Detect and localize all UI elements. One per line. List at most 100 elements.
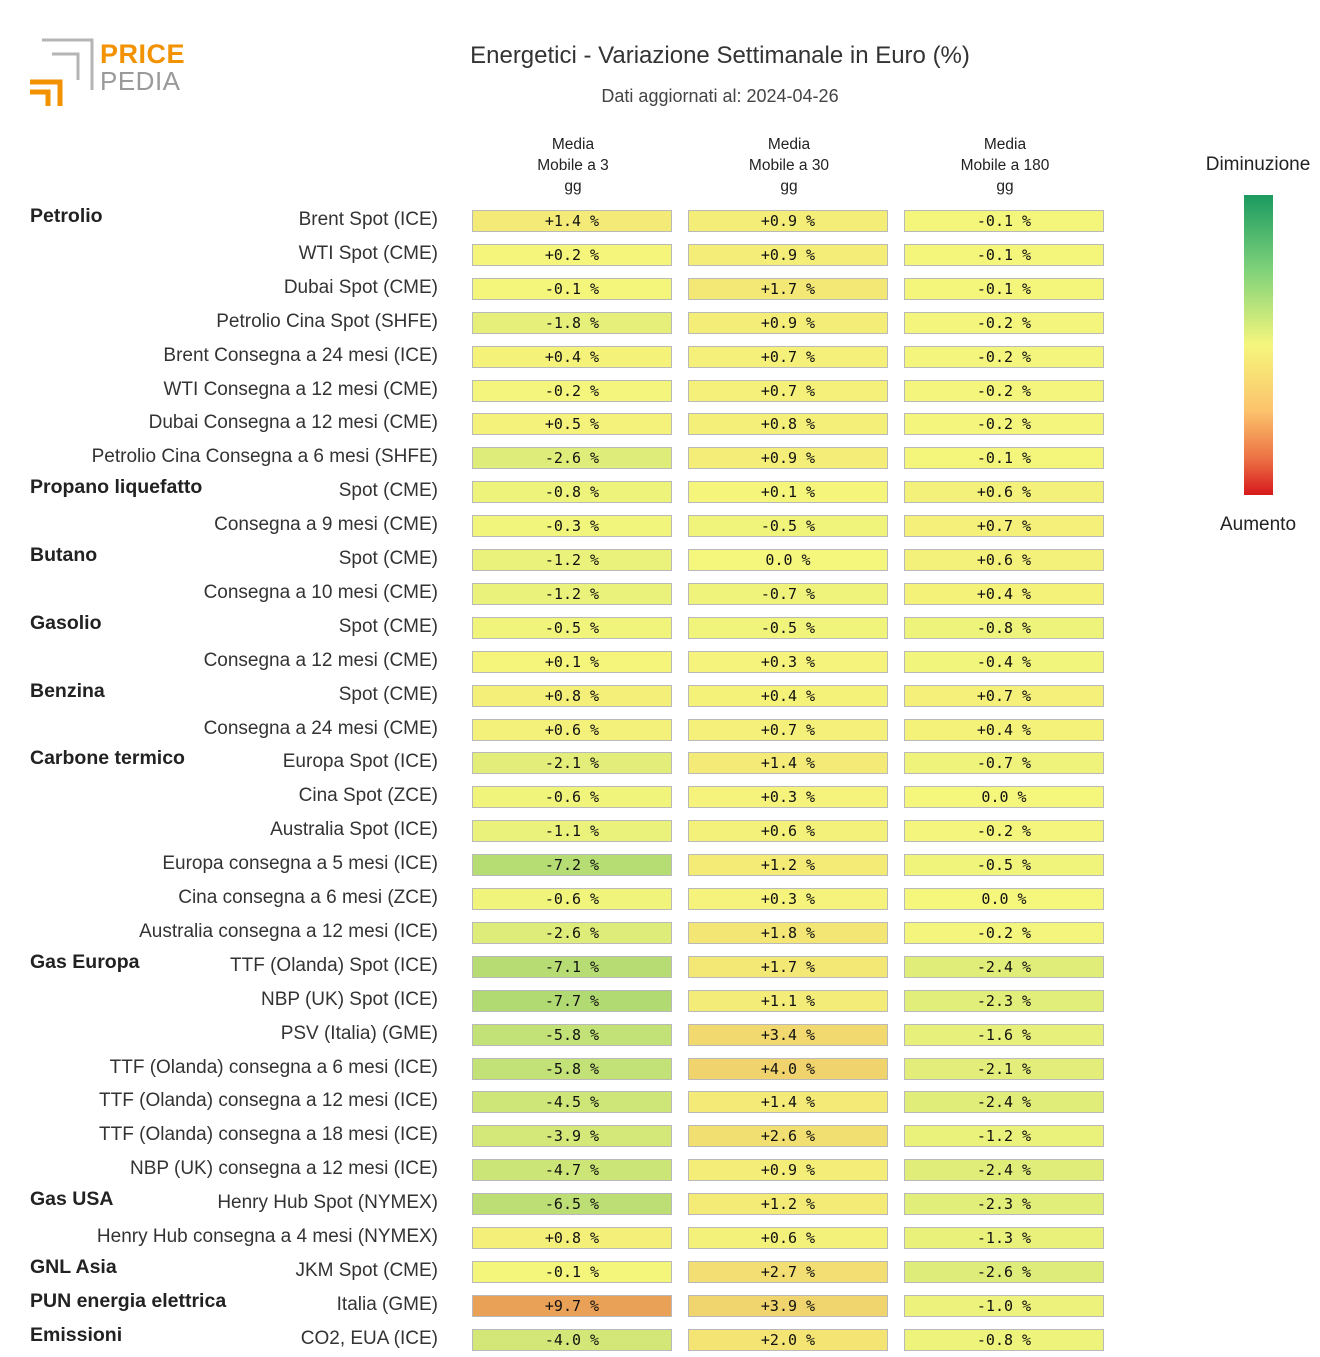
heatmap-cell: -0.2 % [904,413,1104,436]
heatmap-cell: +3.9 % [688,1294,888,1317]
row-label: Henry Hub consegna a 4 mesi (NYMEX) [96,1226,438,1247]
heatmap-cell: -0.2 % [904,379,1104,402]
heatmap-cell: +0.7 % [904,684,1104,707]
column-header-ma3: Media Mobile a 3 gg [537,136,609,195]
heatmap-cell: -0.1 % [904,210,1104,232]
row-label: TTF (Olanda) consegna a 18 mesi (ICE) [99,1124,438,1146]
row-label: Cina consegna a 6 mesi (ZCE) [178,887,438,908]
heatmap-cell: +0.6 % [904,549,1104,571]
heatmap-cell: -2.1 % [472,752,672,775]
heatmap-cell: +0.7 % [904,515,1104,538]
heatmap-cell: +0.2 % [472,243,672,266]
heatmap-cell: -0.6 % [472,888,672,910]
heatmap-cell: -0.4 % [904,650,1104,673]
heatmap-cell: -2.3 % [904,989,1104,1012]
row-label: Australia consegna a 12 mesi (ICE) [139,920,438,942]
column-header-ma180: Media Mobile a 180 gg [960,136,1050,195]
group-label: GNL Asia [30,1255,117,1278]
heatmap-cell: -3.9 % [472,1125,672,1148]
heatmap-cell: +0.6 % [688,1227,888,1249]
heatmap-cell: -4.0 % [472,1328,672,1351]
heatmap-cell: -1.3 % [904,1227,1104,1249]
heatmap-cell: +0.1 % [688,481,888,504]
heatmap-cell: +0.4 % [904,582,1104,605]
row-label: Australia Spot (ICE) [270,819,438,841]
heatmap-cell: -4.5 % [472,1091,672,1114]
heatmap-cell: +0.9 % [688,243,888,266]
row-label: Spot (CME) [338,548,438,569]
heatmap-cell: -0.2 % [904,311,1104,334]
heatmap-cell: -0.1 % [904,243,1104,266]
heatmap-cell: -0.2 % [904,820,1104,843]
heatmap-cell: -7.2 % [472,854,672,877]
logo-mark-icon [30,38,94,106]
row-label: Italia (GME) [336,1293,438,1315]
heatmap-cell: +1.7 % [688,955,888,978]
group-label: Carbone termico [30,747,185,770]
heatmap-cell: +2.6 % [688,1125,888,1148]
heatmap-cell: -1.8 % [472,311,672,334]
heatmap-cell: +0.9 % [688,311,888,334]
row-label: NBP (UK) Spot (ICE) [260,988,438,1010]
heatmap-cell: +0.6 % [472,718,672,741]
pricepedia-logo: PRICE PEDIA [28,36,198,116]
heatmap-cell: -0.3 % [472,515,672,538]
heatmap-cell: -0.8 % [472,481,672,504]
row-label: Consegna a 9 mesi (CME) [214,514,438,536]
row-label: Brent Spot (ICE) [298,209,438,230]
heatmap-cell: +0.8 % [688,413,888,436]
legend-label-decrease: Diminuzione [1205,154,1311,175]
heatmap-cell: +1.7 % [688,277,888,300]
row-label: TTF (Olanda) consegna a 12 mesi (ICE) [99,1090,438,1112]
heatmap-cell: +0.9 % [688,210,888,232]
group-label: Emissioni [30,1323,123,1346]
heatmap-cell: -0.7 % [904,752,1104,775]
heatmap-cell: +2.0 % [688,1328,888,1351]
heatmap-cell: -2.4 % [904,955,1104,978]
heatmap-cell: +4.0 % [688,1057,888,1080]
heatmap-cell: -7.7 % [472,989,672,1012]
heatmap-cell: -2.6 % [904,1260,1104,1283]
heatmap-cell: +0.8 % [472,1227,672,1249]
heatmap-cell: -0.7 % [688,582,888,605]
logo-text-price: PRICE [100,39,186,69]
heatmap-cell: +0.9 % [688,1159,888,1182]
row-label: Henry Hub Spot (NYMEX) [217,1192,438,1214]
heatmap-cell: -0.5 % [688,515,888,538]
heatmap-cell: -0.8 % [904,1328,1104,1351]
heatmap-cell: +3.4 % [688,1023,888,1046]
row-label: Spot (CME) [338,615,438,637]
chart-title: Energetici - Variazione Settimanale in E… [470,42,970,69]
logo-text-pedia: PEDIA [100,66,181,96]
heatmap-cell: -0.1 % [904,447,1104,470]
heatmap-cell: +0.7 % [688,379,888,402]
group-label: PUN energia elettrica [30,1289,227,1312]
row-label: WTI Spot (CME) [298,242,438,264]
heatmap-cell: +0.6 % [688,820,888,843]
group-label: Butano [30,544,98,566]
row-label: CO2, EUA (ICE) [300,1327,438,1349]
row-label: Consegna a 12 mesi (CME) [203,649,438,671]
heatmap-cell: +0.3 % [688,650,888,673]
heatmap-cell: -0.2 % [904,345,1104,368]
heatmap-cell: +0.6 % [904,481,1104,504]
heatmap-cell: -2.1 % [904,1057,1104,1080]
heatmap-cell: +0.7 % [688,718,888,741]
heatmap-cell: +1.4 % [688,1091,888,1114]
row-label: NBP (UK) consegna a 12 mesi (ICE) [130,1158,438,1180]
group-label: Gas USA [30,1188,114,1211]
row-label: Petrolio Cina Spot (SHFE) [216,310,438,332]
row-label: Cina Spot (ZCE) [298,785,438,807]
heatmap-cell: +1.4 % [688,752,888,775]
heatmap-cell: +1.2 % [688,854,888,877]
heatmap-cell: -0.1 % [472,1260,672,1283]
heatmap-cell: +0.5 % [472,413,672,436]
row-label: Petrolio Cina Consegna a 6 mesi (SHFE) [91,446,438,468]
row-label: Consegna a 24 mesi (CME) [203,717,438,739]
group-label: Petrolio [30,205,103,227]
heatmap-cell: +0.3 % [688,786,888,809]
row-label: Spot (CME) [338,683,438,705]
row-label: Europa Spot (ICE) [282,751,438,773]
heatmap-cell: -6.5 % [472,1193,672,1216]
heatmap-cell: +0.4 % [904,718,1104,741]
